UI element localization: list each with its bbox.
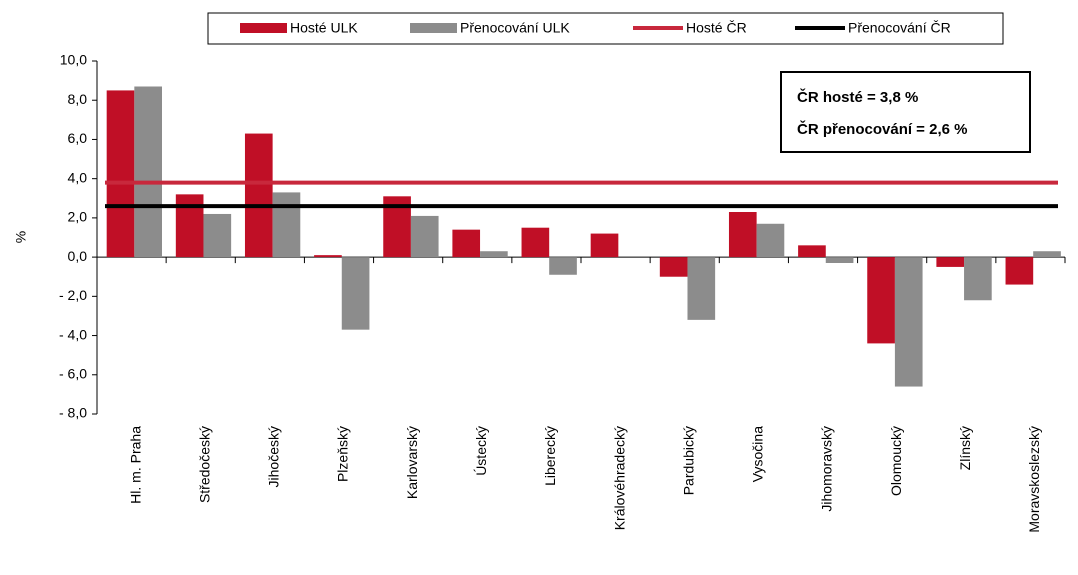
x-tick-label: Královéhradecký [611, 426, 627, 530]
annotation-box [780, 71, 1031, 153]
x-tick-label: Olomoucký [888, 426, 904, 496]
bar [894, 257, 923, 387]
bar [590, 233, 619, 258]
bar [410, 215, 439, 258]
x-tick-label: Ústecký [473, 426, 489, 476]
bar [825, 257, 854, 263]
x-tick-label: Jihomoravský [819, 426, 835, 512]
x-tick-label: Moravskoslezský [1026, 426, 1042, 533]
y-tick-label: 10,0 [60, 52, 87, 68]
bar [272, 192, 301, 258]
bar [106, 90, 135, 258]
x-tick-label: Plzeňský [335, 426, 351, 482]
y-tick-label: - 6,0 [59, 365, 87, 381]
bar [341, 257, 370, 330]
bar [756, 223, 785, 258]
legend-label: Přenocování ČR [848, 20, 951, 36]
legend-box [207, 12, 1004, 45]
y-tick-label: - 4,0 [59, 326, 87, 342]
bar [314, 255, 342, 258]
legend-label: Přenocování ULK [460, 20, 570, 36]
y-axis-label: % [13, 231, 29, 243]
bar [480, 251, 508, 258]
y-tick-label: 2,0 [68, 209, 88, 225]
bar [936, 257, 965, 267]
legend-swatch [240, 23, 287, 33]
y-tick-label: 6,0 [68, 130, 88, 146]
x-tick-label: Hl. m. Praha [127, 426, 143, 504]
annotation: ČR přenocování = 2,6 % [797, 120, 967, 138]
bar [521, 227, 550, 258]
bar [452, 229, 481, 258]
x-tick-label: Pardubický [680, 426, 696, 495]
x-tick-label: Karlovarský [404, 426, 420, 499]
legend-label: Hosté ULK [290, 20, 358, 36]
x-tick-label: Jihočeský [266, 426, 282, 487]
bar [549, 257, 577, 275]
y-tick-label: 4,0 [68, 169, 88, 185]
legend-swatch [410, 23, 457, 33]
x-tick-label: Středočeský [196, 426, 212, 503]
y-tick-label: - 8,0 [59, 405, 87, 421]
x-tick-label: Liberecký [542, 426, 558, 486]
y-tick-label: - 2,0 [59, 287, 87, 303]
bar [175, 194, 204, 258]
bar [728, 212, 757, 258]
bar [244, 133, 273, 258]
bar [867, 257, 895, 344]
legend-label: Hosté ČR [686, 20, 747, 36]
bar [1005, 257, 1034, 285]
bar [687, 257, 716, 320]
bar [964, 257, 992, 301]
bar [1033, 251, 1061, 258]
bar [798, 245, 826, 258]
bar [134, 86, 162, 258]
annotation: ČR hosté = 3,8 % [797, 88, 918, 106]
bar [659, 257, 688, 277]
bar [203, 213, 232, 258]
y-tick-label: 8,0 [68, 91, 88, 107]
x-tick-label: Zlínský [957, 426, 973, 470]
y-tick-label: 0,0 [68, 248, 88, 264]
x-tick-label: Vysočina [750, 426, 766, 483]
